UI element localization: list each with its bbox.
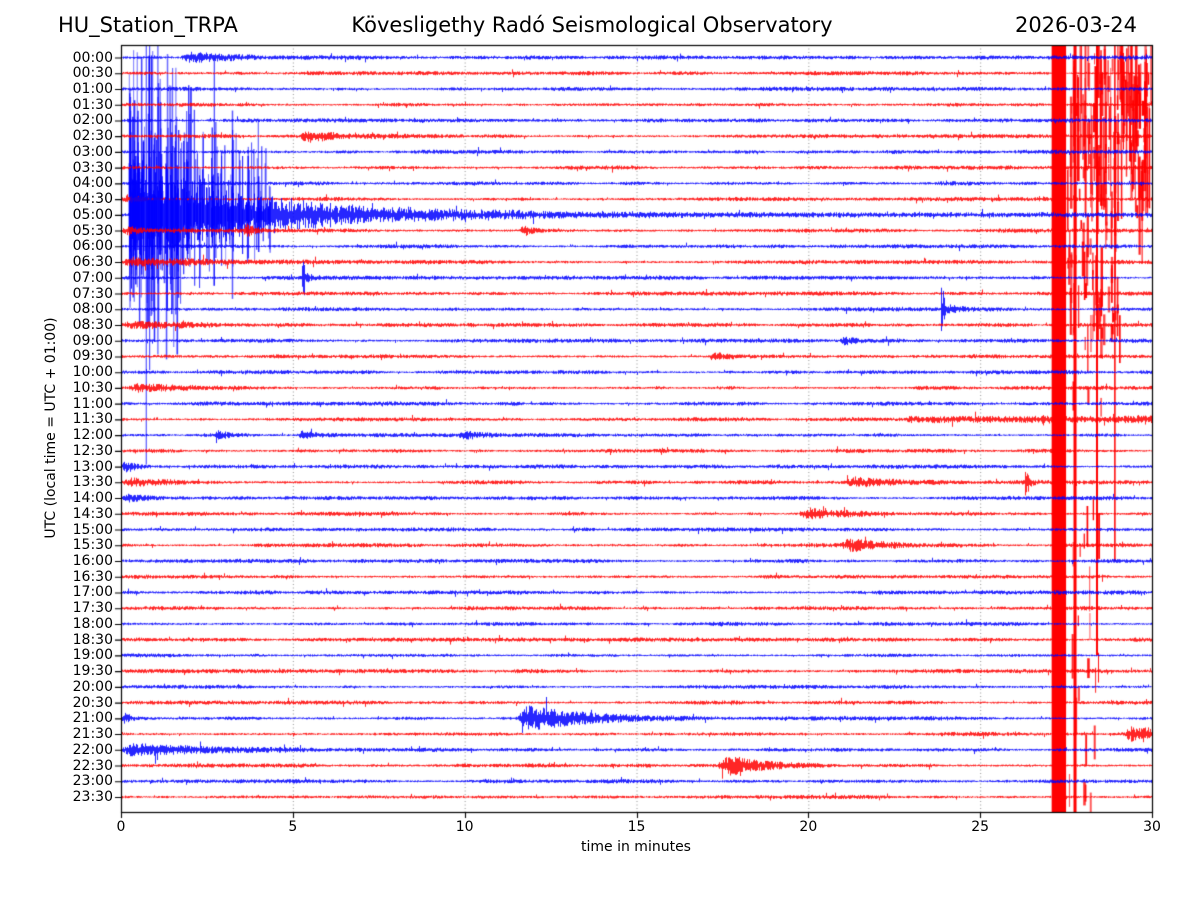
y-tick-label: 13:00	[72, 458, 113, 475]
y-tick-label: 00:00	[72, 49, 113, 66]
y-tick-label: 19:30	[72, 663, 113, 680]
y-tick-label: 06:00	[72, 238, 113, 255]
y-tick-label: 20:30	[72, 694, 113, 711]
y-tick-label: 03:00	[72, 143, 113, 160]
y-tick-label: 11:00	[72, 395, 113, 412]
y-tick-label: 14:30	[72, 505, 113, 522]
y-tick-label: 04:00	[72, 175, 113, 192]
y-tick-label: 16:30	[72, 568, 113, 585]
x-tick-label: 25	[971, 819, 990, 835]
y-tick-label: 20:00	[72, 678, 113, 695]
station-title: HU_Station_TRPA	[58, 13, 238, 37]
y-tick-label: 22:30	[72, 757, 113, 774]
x-tick-label: 0	[116, 819, 126, 835]
y-tick-label: 02:30	[72, 128, 113, 145]
y-tick-label: 21:00	[72, 710, 113, 727]
y-tick-label: 03:30	[72, 159, 113, 176]
y-tick-label: 11:30	[72, 411, 113, 428]
x-axis-label: time in minutes	[581, 839, 691, 855]
y-tick-label: 06:30	[72, 254, 113, 271]
y-tick-label: 15:00	[72, 521, 113, 538]
y-tick-label: 16:00	[72, 552, 113, 569]
y-tick-label: 18:00	[72, 615, 113, 632]
y-tick-label: 01:30	[72, 96, 113, 113]
y-tick-label: 23:00	[72, 773, 113, 790]
y-tick-label: 02:00	[72, 112, 113, 129]
y-tick-label: 08:00	[72, 301, 113, 318]
y-tick-label: 10:30	[72, 379, 113, 396]
y-tick-label: 21:30	[72, 726, 113, 743]
y-tick-label: 19:00	[72, 647, 113, 664]
y-tick-label: 07:30	[72, 285, 113, 302]
x-tick-label: 20	[799, 819, 818, 835]
y-tick-label: 22:00	[72, 741, 113, 758]
y-tick-label: 12:30	[72, 442, 113, 459]
y-tick-label: 10:00	[72, 364, 113, 381]
x-tick-label: 15	[627, 819, 646, 835]
y-tick-label: 14:00	[72, 490, 113, 507]
y-tick-label: 07:00	[72, 269, 113, 286]
y-tick-label: 04:30	[72, 191, 113, 208]
y-tick-label: 01:00	[72, 80, 113, 97]
date-title: 2026-03-24	[1014, 13, 1137, 37]
y-tick-label: 00:30	[72, 65, 113, 82]
y-tick-label: 15:30	[72, 537, 113, 554]
y-tick-label: 12:00	[72, 427, 113, 444]
y-tick-label: 09:00	[72, 332, 113, 349]
observatory-title: Kövesligethy Radó Seismological Observat…	[351, 13, 833, 37]
y-tick-label: 18:30	[72, 631, 113, 648]
x-tick-label: 10	[455, 819, 474, 835]
y-tick-label: 05:00	[72, 206, 113, 223]
y-tick-label: 23:30	[72, 789, 113, 805]
y-tick-label: 09:30	[72, 348, 113, 365]
y-tick-label: 08:30	[72, 316, 113, 333]
y-tick-label: 05:30	[72, 222, 113, 239]
x-tick-label: 30	[1143, 819, 1161, 835]
y-tick-label: 13:30	[72, 474, 113, 491]
y-tick-label: 17:00	[72, 584, 113, 601]
x-tick-label: 5	[288, 819, 298, 835]
y-tick-label: 17:30	[72, 600, 113, 617]
